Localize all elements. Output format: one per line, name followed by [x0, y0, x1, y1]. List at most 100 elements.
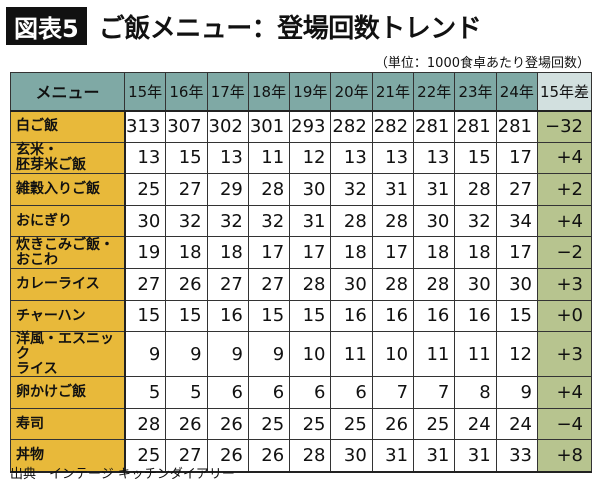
column-header: 24年 — [495, 72, 539, 112]
value-cell: 15 — [165, 299, 208, 333]
value-cell: 11 — [454, 331, 497, 378]
diff-cell: −4 — [537, 407, 592, 441]
value-cell: 13 — [371, 141, 415, 175]
value-cell: 25 — [247, 407, 291, 441]
value-cell: 26 — [247, 439, 291, 473]
value-cell: 30 — [330, 439, 373, 473]
value-cell: 16 — [330, 299, 373, 333]
column-header: 19年 — [289, 72, 332, 112]
column-header: 18年 — [247, 72, 291, 112]
value-cell: 18 — [165, 236, 208, 269]
value-cell: 9 — [123, 331, 167, 378]
diff-cell: +4 — [537, 204, 592, 238]
value-cell: 17 — [289, 236, 332, 269]
value-cell: 25 — [413, 407, 456, 441]
value-cell: 18 — [454, 236, 497, 269]
column-header: 15年 — [123, 72, 167, 112]
value-cell: 282 — [371, 110, 415, 143]
value-cell: 31 — [289, 204, 332, 238]
value-cell: 32 — [206, 204, 249, 238]
table-row: 雑穀入りご飯 25 27 29 28 30 32 31 31 28 27 +2 — [10, 173, 592, 206]
value-cell: 28 — [247, 173, 291, 206]
menu-cell: チャーハン — [10, 299, 126, 333]
value-cell: 15 — [454, 141, 497, 175]
value-cell: 28 — [289, 267, 332, 301]
value-cell: 31 — [413, 173, 456, 206]
value-cell: 15 — [247, 299, 291, 333]
value-cell: 30 — [330, 267, 373, 301]
column-header: 15年差 — [537, 72, 592, 112]
value-cell: 27 — [123, 267, 167, 301]
value-cell: 281 — [413, 110, 456, 143]
diff-cell: +2 — [537, 173, 592, 206]
table-row: カレーライス 27 26 27 27 28 30 28 28 30 30 +3 — [10, 267, 592, 301]
value-cell: 27 — [165, 173, 208, 206]
value-cell: 26 — [165, 267, 208, 301]
value-cell: 13 — [123, 141, 167, 175]
value-cell: 13 — [206, 141, 249, 175]
value-cell: 27 — [165, 439, 208, 473]
value-cell: 9 — [206, 331, 249, 378]
value-cell: 31 — [371, 439, 415, 473]
menu-cell: 寿司 — [10, 407, 126, 441]
table-row: 炊きこみご飯・ おこわ 19 18 18 17 17 18 17 18 18 17 −2 — [10, 236, 592, 269]
diff-cell: +3 — [537, 331, 592, 378]
value-cell: 26 — [206, 407, 249, 441]
menu-cell: 卵かけご飯 — [10, 376, 126, 409]
value-cell: 30 — [413, 204, 456, 238]
value-cell: 15 — [495, 299, 539, 333]
value-cell: 11 — [330, 331, 373, 378]
value-cell: 5 — [165, 376, 208, 409]
value-cell: 13 — [413, 141, 456, 175]
diff-cell: +4 — [537, 141, 592, 175]
table-row: 白ご飯 313 307 302 301 293 282 282 281 281 281 −32 — [10, 110, 592, 143]
column-header: 21年 — [371, 72, 415, 112]
figure-title: ご飯メニュー：登場回数トレンド — [98, 13, 482, 44]
value-cell: 12 — [289, 141, 332, 175]
value-cell: 307 — [165, 110, 208, 143]
menu-cell: 丼物 — [10, 439, 126, 473]
value-cell: 9 — [247, 331, 291, 378]
diff-cell: +4 — [537, 376, 592, 409]
value-cell: 16 — [371, 299, 415, 333]
value-cell: 17 — [371, 236, 415, 269]
value-cell: 10 — [371, 331, 415, 378]
header-row: メニュー 15年 16年 17年 18年 19年 20年 21年 22年 23年 24年 15年差 — [10, 72, 592, 112]
value-cell: 30 — [289, 173, 332, 206]
value-cell: 12 — [495, 331, 539, 378]
value-cell: 34 — [495, 204, 539, 238]
column-header: 23年 — [454, 72, 497, 112]
value-cell: 8 — [454, 376, 497, 409]
value-cell: 32 — [330, 173, 373, 206]
value-cell: 29 — [206, 173, 249, 206]
value-cell: 27 — [206, 267, 249, 301]
value-cell: 25 — [289, 407, 332, 441]
column-header: 20年 — [330, 72, 373, 112]
value-cell: 9 — [165, 331, 208, 378]
source-note: 出典 インテージ キッチンダイアリー — [10, 467, 235, 482]
value-cell: 281 — [495, 110, 539, 143]
value-cell: 16 — [206, 299, 249, 333]
diff-cell: +3 — [537, 267, 592, 301]
value-cell: 10 — [289, 331, 332, 378]
column-header: 22年 — [413, 72, 456, 112]
value-cell: 11 — [247, 141, 291, 175]
column-header: メニュー — [10, 72, 125, 112]
value-cell: 17 — [247, 236, 291, 269]
value-cell: 25 — [123, 439, 167, 473]
menu-cell: 白ご飯 — [10, 110, 126, 143]
value-cell: 30 — [123, 204, 167, 238]
value-cell: 28 — [123, 407, 167, 441]
value-cell: 25 — [123, 173, 167, 206]
value-cell: 32 — [165, 204, 208, 238]
value-cell: 31 — [371, 173, 415, 206]
value-cell: 293 — [289, 110, 332, 143]
column-header: 17年 — [206, 72, 249, 112]
value-cell: 27 — [247, 267, 291, 301]
menu-cell: 洋風・エスニック ライス — [10, 331, 126, 378]
value-cell: 26 — [206, 439, 249, 473]
value-cell: 16 — [454, 299, 497, 333]
menu-cell: おにぎり — [10, 204, 126, 238]
unit-note: （単位：1000食卓あたり登場回数） — [374, 56, 590, 71]
diff-cell: −2 — [537, 236, 592, 269]
